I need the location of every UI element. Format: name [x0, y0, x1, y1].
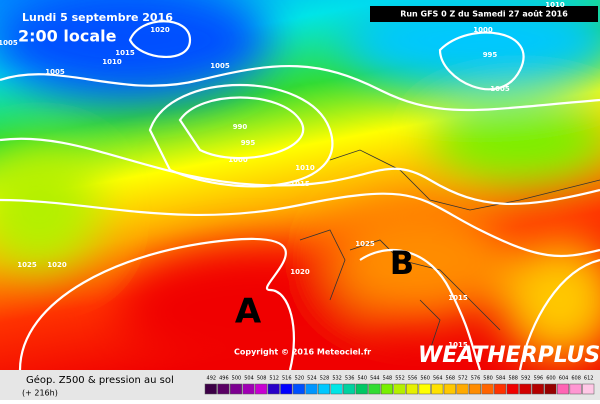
scale-swatch	[456, 383, 469, 395]
scale-swatch	[557, 383, 570, 395]
scale-swatch	[343, 383, 356, 395]
scale-swatch	[481, 383, 494, 395]
isobar-label: 1000	[473, 26, 493, 34]
scale-swatch	[380, 383, 393, 395]
isobar-label: 1005	[490, 85, 510, 93]
scale-label: 496	[219, 376, 229, 382]
scale-label: 528	[320, 376, 330, 382]
scale-label: 596	[534, 376, 544, 382]
isobar-label: 995	[483, 51, 498, 59]
high-pressure: A	[235, 292, 262, 332]
isobar-label: 995	[241, 139, 256, 147]
scale-swatch	[569, 383, 582, 395]
color-scale: 492 496 500 504 508 512 516 520 524 528 532 536 540 5…	[204, 376, 595, 395]
scale-label: 536	[345, 376, 355, 382]
footer-title: Géop. Z500 & pression au sol	[26, 374, 174, 386]
scale-swatch	[494, 383, 507, 395]
low-pressure: B	[390, 244, 414, 282]
scale-label: 588	[508, 376, 518, 382]
isobar-label: 1015	[448, 341, 468, 349]
isobar-label: 1015	[290, 180, 310, 188]
scale-label: 604	[559, 376, 569, 382]
scale-label: 572	[458, 376, 468, 382]
scale-swatch	[519, 383, 532, 395]
local-time: 2:00 locale	[18, 27, 117, 46]
scale-swatch	[242, 383, 255, 395]
isobar-label: 1025	[17, 261, 37, 269]
scale-swatch	[255, 383, 268, 395]
scale-label: 580	[483, 376, 493, 382]
scale-label: 592	[521, 376, 531, 382]
isobar-label: 1025	[355, 240, 375, 248]
scale-label: 524	[307, 376, 317, 382]
brand: WEATHERPLUS	[418, 343, 600, 368]
scale-swatch	[531, 383, 544, 395]
scale-label: 500	[232, 376, 242, 382]
isobar-label: 1015	[115, 49, 135, 57]
scale-label: 532	[332, 376, 342, 382]
scale-swatch	[280, 383, 293, 395]
scale-swatch	[443, 383, 456, 395]
copyright: Copyright © 2016 Meteociel.fr	[234, 348, 371, 357]
scale-label: 576	[471, 376, 481, 382]
isobar-label: 1010	[102, 58, 122, 66]
scale-swatch	[544, 383, 557, 395]
scale-label: 492	[207, 376, 217, 382]
scale-label: 504	[244, 376, 254, 382]
scale-swatch	[368, 383, 381, 395]
map-field	[0, 0, 600, 371]
scale-label: 560	[420, 376, 430, 382]
scale-label: 540	[357, 376, 367, 382]
scale-label: 552	[395, 376, 405, 382]
scale-swatch	[418, 383, 431, 395]
scale-label: 568	[446, 376, 456, 382]
isobar-label: 1020	[290, 268, 310, 276]
scale-swatch	[267, 383, 280, 395]
isobar-label: 1015	[448, 294, 468, 302]
scale-label: 548	[383, 376, 393, 382]
isobar-label: 1005	[45, 68, 65, 76]
scale-label: 600	[546, 376, 556, 382]
run-info: Run GFS 0 Z du Samedi 27 août 2016	[400, 10, 568, 19]
isobar-label: 1010	[545, 1, 565, 9]
isobar-label: 1005	[0, 39, 18, 47]
scale-swatch	[468, 383, 482, 395]
isobar-labels: 1020100510151010100510059909951000101010…	[0, 1, 565, 349]
scale-label: 520	[295, 376, 305, 382]
scale-label: 556	[408, 376, 418, 382]
scale-label: 608	[571, 376, 581, 382]
valid-date: Lundi 5 septembre 2016	[22, 11, 173, 24]
isobar-label: 1020	[150, 26, 170, 34]
scale-swatch	[330, 383, 343, 395]
scale-swatch	[406, 383, 419, 395]
scale-swatch	[229, 383, 242, 395]
scale-swatch	[305, 383, 318, 395]
scale-swatch	[355, 383, 368, 395]
footer-lead: (+ 216h)	[22, 389, 58, 398]
scale-label: 584	[496, 376, 506, 382]
scale-swatch	[317, 383, 331, 395]
scale-label: 564	[433, 376, 443, 382]
scale-swatch	[431, 383, 444, 395]
scale-label: 508	[257, 376, 267, 382]
isobar-label: 1010	[295, 164, 315, 172]
scale-swatch	[217, 383, 230, 395]
isobar-label: 1020	[47, 261, 67, 269]
scale-swatch	[292, 383, 305, 395]
isobar-label: 1005	[210, 62, 230, 70]
scale-label: 544	[370, 376, 380, 382]
isobar-label: 990	[233, 123, 248, 131]
scale-label: 612	[584, 376, 594, 382]
isobar-label: 1000	[228, 156, 248, 164]
scale-swatch	[506, 383, 519, 395]
scale-label: 516	[282, 376, 292, 382]
scale-swatch	[393, 383, 406, 395]
run-box	[370, 6, 598, 22]
scale-label: 512	[269, 376, 279, 382]
scale-swatch	[582, 383, 595, 395]
scale-swatch	[204, 383, 217, 395]
